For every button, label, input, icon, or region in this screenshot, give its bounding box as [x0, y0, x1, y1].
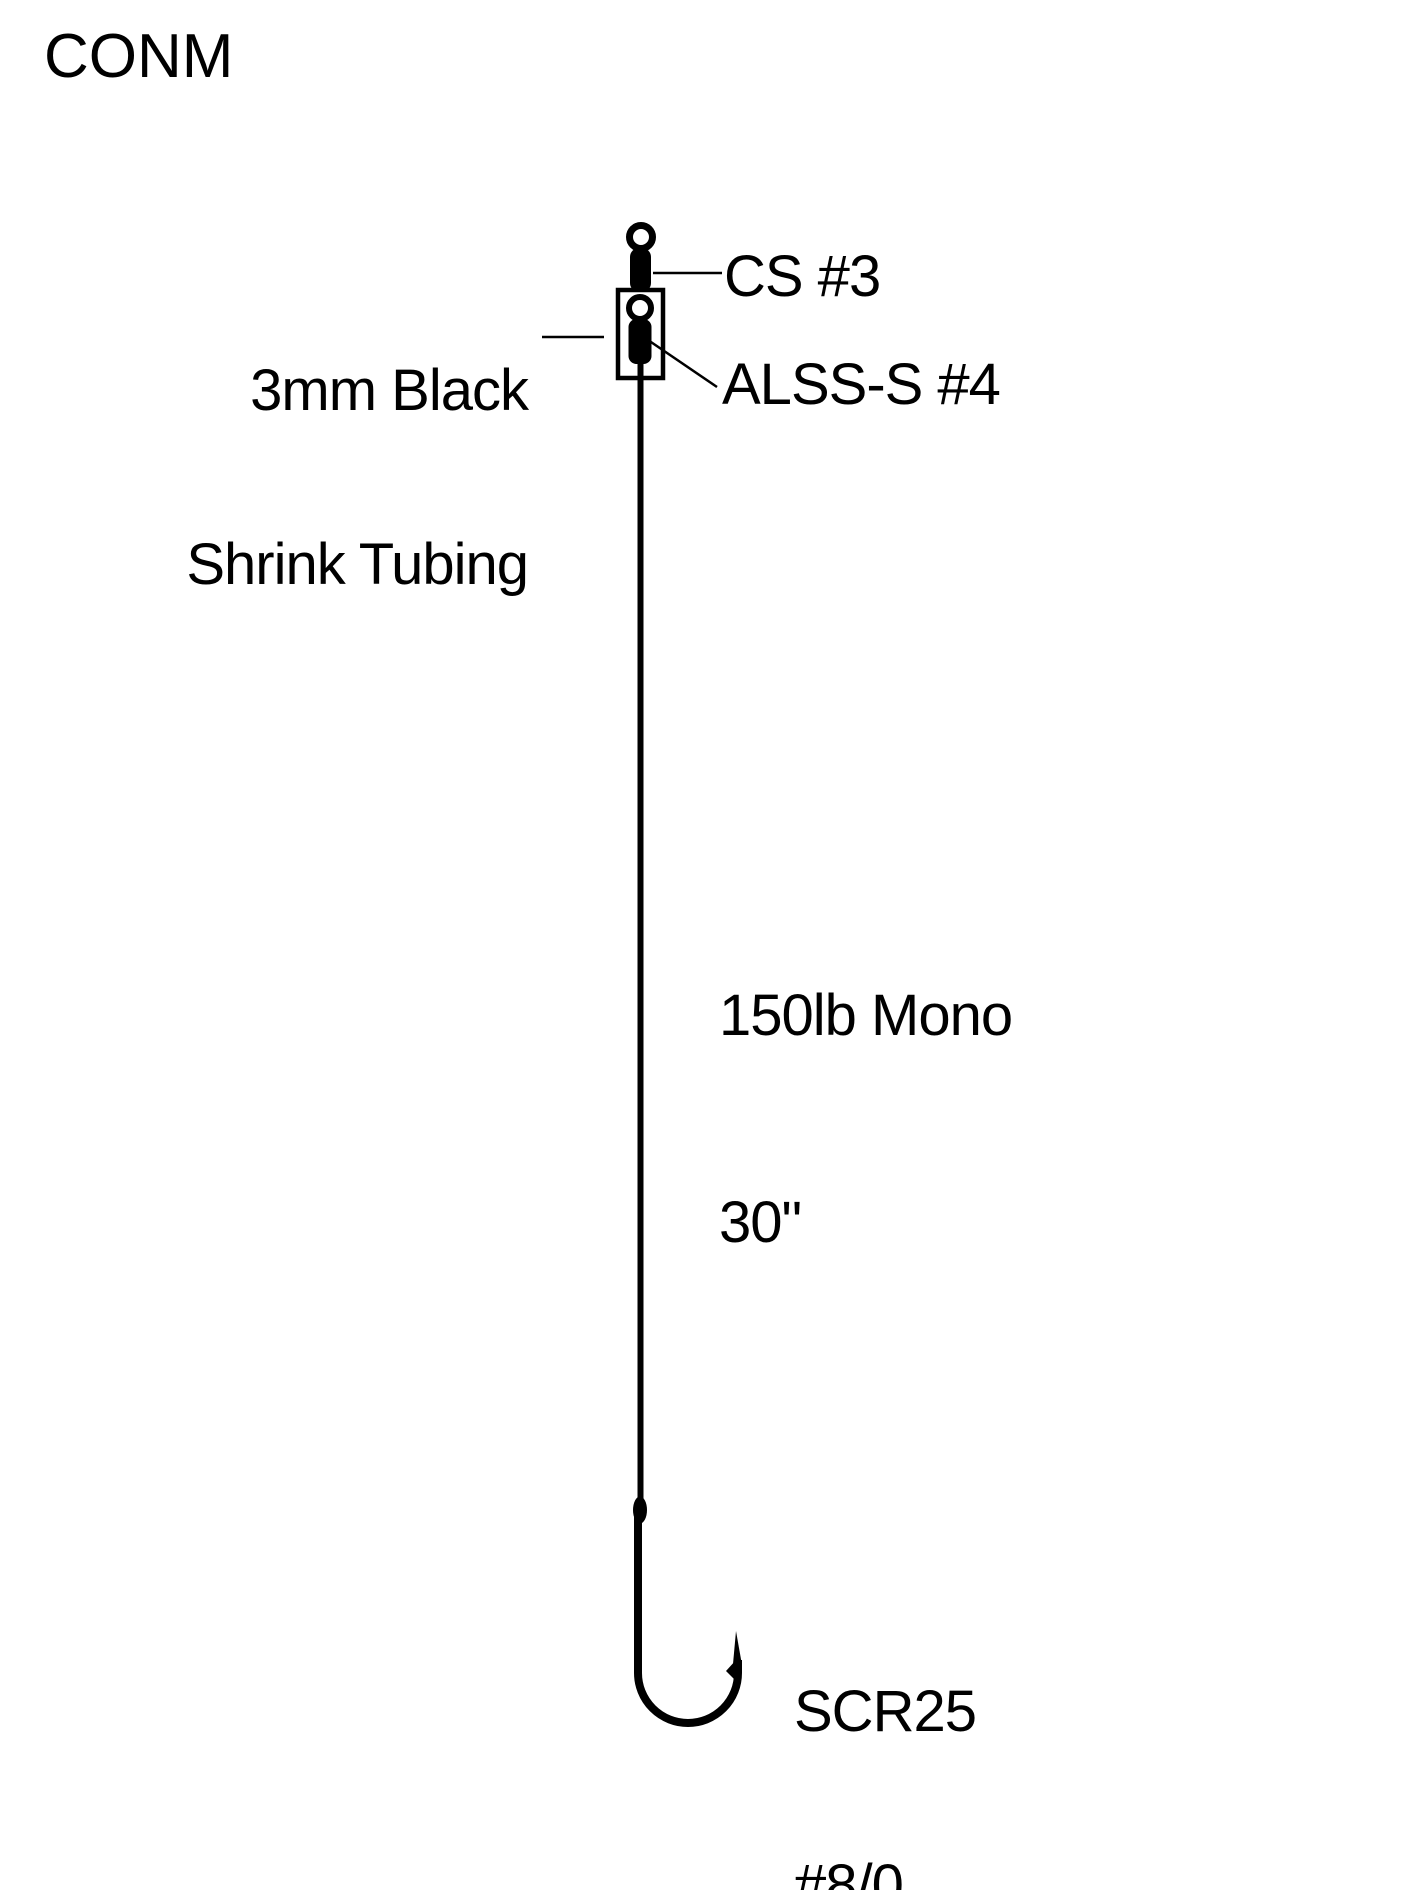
hook-label-line1: SCR25 [794, 1679, 977, 1744]
hook-label: SCR25 #8/0 #10/0 [794, 1567, 977, 1890]
mono-leader-label: 150lb Mono 30" [719, 843, 1013, 1395]
callout-line-swivel [647, 338, 718, 389]
swivel-eye-ring [626, 294, 654, 322]
swivel-body [628, 319, 652, 364]
swivel-label: ALSS-S #4 [722, 352, 1001, 417]
hook-point [733, 1631, 742, 1665]
clip-eye-ring [626, 222, 656, 252]
hook-label-line2: #8/0 [794, 1853, 904, 1890]
hook-barb [726, 1660, 736, 1680]
page-title: CONM [44, 22, 234, 91]
hook-graphic [633, 1496, 742, 1727]
mono-leader-label-line1: 150lb Mono [719, 983, 1013, 1048]
shrink-tubing-label: 3mm Black Shrink Tubing [100, 246, 529, 710]
clip-body [630, 248, 651, 292]
shrink-tubing-label-line1: 3mm Black [250, 358, 529, 423]
hook-shank-bend [634, 1506, 742, 1727]
snap-clip-graphic [626, 222, 656, 292]
mono-leader-label-line2: 30" [719, 1190, 802, 1255]
clip-label: CS #3 [724, 244, 881, 309]
shrink-tubing-label-line2: Shrink Tubing [186, 532, 529, 597]
swivel-graphic [626, 294, 654, 364]
